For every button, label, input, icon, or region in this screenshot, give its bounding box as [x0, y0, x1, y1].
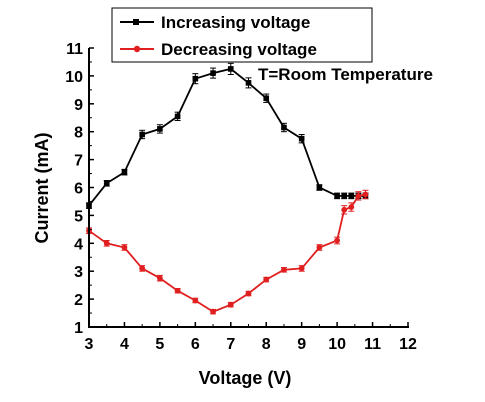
data-point: [192, 75, 199, 82]
x-tick-label: 4: [120, 336, 129, 353]
x-tick-label: 8: [262, 336, 271, 353]
legend-marker-decreasing: [133, 45, 141, 53]
data-point: [341, 206, 348, 213]
legend-marker-increasing: [133, 19, 139, 25]
data-point: [281, 124, 287, 131]
data-point: [348, 193, 355, 199]
legend-item-decreasing: Decreasing voltage: [120, 40, 317, 59]
data-point: [210, 70, 216, 76]
y-tick-label: 5: [74, 208, 83, 225]
y-tick-label: 9: [74, 97, 83, 114]
data-point: [298, 265, 305, 272]
data-point: [121, 244, 128, 251]
y-tick-label: 3: [74, 264, 83, 281]
data-point: [174, 113, 181, 120]
data-point: [227, 66, 234, 72]
legend-box: [111, 7, 373, 63]
series-increasing: [86, 62, 369, 209]
data-point: [245, 80, 252, 86]
data-point: [334, 193, 340, 199]
legend-item-increasing: Increasing voltage: [120, 13, 310, 32]
y-tick-label: 7: [74, 153, 83, 170]
y-tick-label: 1: [74, 320, 83, 337]
x-tick-label: 3: [85, 336, 94, 353]
x-tick-label: 6: [191, 336, 200, 353]
series-line: [88, 67, 366, 207]
legend-label-increasing: Increasing voltage: [161, 13, 310, 32]
data-point: [263, 95, 270, 102]
series-decreasing: [86, 189, 369, 315]
y-tick-label: 4: [74, 236, 83, 253]
data-point: [245, 290, 252, 297]
data-point: [192, 297, 199, 304]
data-point: [139, 265, 146, 272]
data-point: [348, 204, 355, 210]
data-point: [156, 275, 163, 282]
y-tick-label: 10: [65, 69, 83, 86]
data-point: [316, 184, 323, 191]
x-tick-label: 10: [328, 336, 346, 353]
data-point: [103, 180, 110, 187]
x-axis-title: Voltage (V): [199, 368, 292, 388]
data-point: [121, 169, 128, 175]
y-tick-label: 8: [74, 125, 83, 142]
series-layer: [86, 62, 369, 315]
series-line: [88, 193, 366, 313]
data-point: [334, 237, 341, 244]
legend-label-decreasing: Decreasing voltage: [161, 40, 317, 59]
data-point: [263, 276, 270, 283]
temperature-annotation: T=Room Temperature: [258, 65, 433, 84]
data-point: [298, 135, 305, 142]
legend: Increasing voltage Decreasing voltage: [111, 7, 373, 63]
data-point: [227, 301, 234, 308]
y-axis-title: Current (mA): [32, 132, 52, 243]
y-tick-label: 11: [66, 41, 83, 58]
x-tick-label: 11: [364, 336, 381, 353]
data-point: [139, 131, 145, 138]
data-point: [210, 308, 216, 315]
x-tick-label: 5: [155, 336, 164, 353]
y-tick-label: 2: [74, 292, 83, 309]
data-point: [174, 287, 181, 294]
data-point: [103, 240, 110, 247]
data-point: [355, 192, 362, 199]
x-tick-label: 12: [399, 336, 417, 353]
data-point: [281, 266, 287, 273]
y-tick-label: 6: [74, 181, 83, 198]
x-tick-label: 9: [297, 336, 306, 353]
data-point: [341, 193, 347, 199]
data-point: [362, 191, 369, 198]
x-tick-label: 7: [226, 336, 235, 353]
data-point: [157, 126, 163, 132]
data-point: [316, 244, 323, 251]
